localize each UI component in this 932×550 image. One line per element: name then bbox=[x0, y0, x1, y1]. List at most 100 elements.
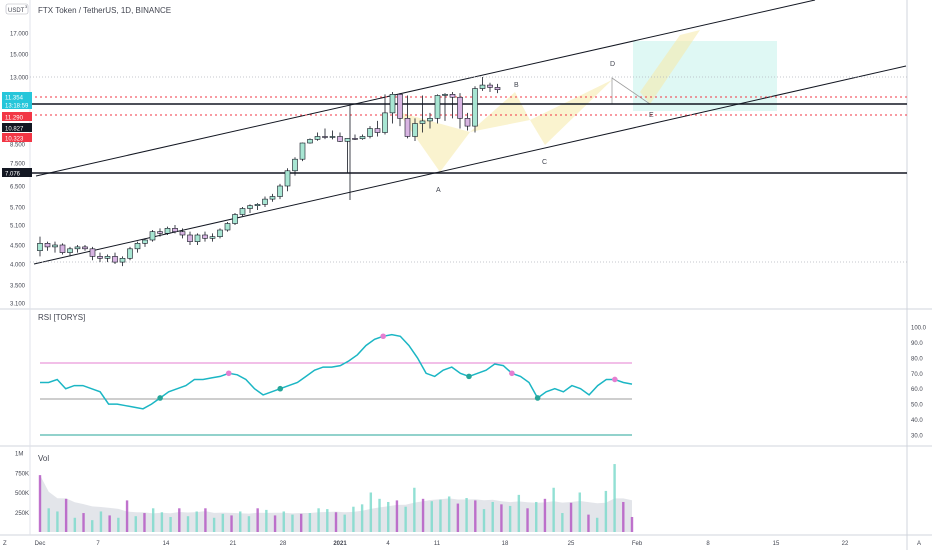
volume-bar bbox=[134, 516, 137, 532]
candle-body[interactable] bbox=[374, 128, 381, 133]
volume-bar bbox=[99, 511, 103, 532]
time-axis-corner-right[interactable]: A bbox=[917, 541, 921, 547]
candle-body[interactable] bbox=[119, 257, 126, 263]
candle-body[interactable] bbox=[479, 84, 486, 89]
candle-body[interactable] bbox=[404, 118, 411, 137]
pattern-label-b: B bbox=[514, 82, 519, 89]
channel-lower-line[interactable] bbox=[33, 65, 907, 265]
volume-bar bbox=[569, 502, 573, 532]
candle-body[interactable] bbox=[157, 231, 163, 234]
candle-body[interactable] bbox=[97, 256, 103, 259]
volume-bar bbox=[169, 516, 172, 532]
candle-body[interactable] bbox=[494, 87, 501, 90]
volume-bar bbox=[474, 500, 477, 532]
price-tag-text: 13:18:59 bbox=[5, 104, 29, 110]
volume-bar bbox=[456, 503, 460, 532]
candle-body[interactable] bbox=[52, 244, 58, 248]
candle-body[interactable] bbox=[247, 205, 253, 209]
candle-body[interactable] bbox=[59, 244, 66, 253]
volume-bar bbox=[186, 516, 190, 532]
candle-body[interactable] bbox=[74, 246, 81, 250]
candle-body[interactable] bbox=[397, 94, 403, 119]
candle-body[interactable] bbox=[104, 256, 111, 259]
candle-body[interactable] bbox=[232, 214, 238, 224]
volume-bar bbox=[73, 517, 77, 532]
candle-body[interactable] bbox=[337, 136, 343, 142]
candle-body[interactable] bbox=[344, 138, 351, 142]
candle-body[interactable] bbox=[464, 118, 471, 127]
candle-body[interactable] bbox=[44, 243, 51, 248]
channel-upper-line[interactable] bbox=[35, 0, 816, 177]
volume-bar bbox=[535, 501, 538, 532]
candle-body[interactable] bbox=[37, 243, 43, 251]
price-tag-text: 10.827 bbox=[5, 127, 24, 133]
candle-body[interactable] bbox=[419, 120, 426, 124]
candle-body[interactable] bbox=[187, 234, 193, 242]
symbol-badge[interactable] bbox=[5, 3, 29, 15]
candle-body[interactable] bbox=[89, 248, 96, 257]
candle-body[interactable] bbox=[359, 136, 366, 140]
candle-body[interactable] bbox=[487, 84, 493, 88]
candle-body[interactable] bbox=[82, 246, 88, 250]
candle-body[interactable] bbox=[442, 94, 448, 96]
time-tick-label: 7 bbox=[96, 541, 100, 547]
volume-bar bbox=[291, 514, 294, 532]
volume-bar bbox=[308, 513, 312, 532]
candle-body[interactable] bbox=[172, 228, 178, 232]
candle-body[interactable] bbox=[472, 88, 478, 127]
candle-body[interactable] bbox=[262, 198, 268, 205]
candle-body[interactable] bbox=[179, 231, 186, 236]
volume-bar bbox=[247, 516, 251, 532]
pattern-shade-ab bbox=[470, 92, 530, 132]
candle-body[interactable] bbox=[457, 96, 463, 119]
price-tag-bg bbox=[2, 100, 32, 109]
candle-body[interactable] bbox=[314, 136, 321, 140]
volume-bar bbox=[204, 508, 207, 532]
candle-body[interactable] bbox=[352, 138, 358, 140]
time-axis[interactable]: Dec 7 14 21 28 2021 4 11 18 25 Feb 8 15 22 bbox=[35, 541, 849, 547]
candle-body[interactable] bbox=[284, 170, 291, 187]
candle-body[interactable] bbox=[194, 234, 201, 242]
candle-body[interactable] bbox=[292, 158, 298, 172]
candle-body[interactable] bbox=[239, 208, 246, 215]
candle-body[interactable] bbox=[269, 196, 276, 200]
volume-tick-label: 500K bbox=[15, 491, 29, 497]
candle-body[interactable] bbox=[449, 94, 456, 98]
candle-body[interactable] bbox=[127, 248, 133, 259]
candle-body[interactable] bbox=[112, 256, 118, 263]
price-axis[interactable]: 17.000 15.000 13.000 11.354 13:18:59 11.290 10… bbox=[2, 32, 32, 308]
candle-body[interactable] bbox=[254, 204, 261, 206]
candle-body[interactable] bbox=[434, 95, 441, 119]
candle-body[interactable] bbox=[329, 136, 336, 138]
candle-body[interactable] bbox=[322, 136, 328, 138]
candle-body[interactable] bbox=[164, 228, 171, 234]
volume-label: Vol bbox=[38, 454, 49, 463]
candle-body[interactable] bbox=[307, 139, 313, 144]
candle-body[interactable] bbox=[149, 231, 156, 241]
candle-body[interactable] bbox=[209, 236, 216, 239]
candle-body[interactable] bbox=[412, 123, 418, 137]
price-tick-label: 4.000 bbox=[10, 263, 26, 269]
volume-bar bbox=[125, 500, 129, 532]
candle-body[interactable] bbox=[427, 118, 433, 122]
candle-body[interactable] bbox=[202, 234, 208, 239]
price-tick-label: 5.100 bbox=[10, 224, 26, 230]
candle-body[interactable] bbox=[367, 128, 373, 137]
volume-bar bbox=[282, 511, 285, 532]
time-tick-label: Feb bbox=[632, 541, 643, 547]
time-tick-label: 18 bbox=[502, 541, 509, 547]
candle-body[interactable] bbox=[224, 223, 231, 231]
candle-body[interactable] bbox=[142, 239, 148, 244]
candle-body[interactable] bbox=[299, 142, 306, 160]
candle-body[interactable] bbox=[277, 185, 283, 197]
candle-body[interactable] bbox=[389, 94, 396, 114]
candle-body[interactable] bbox=[67, 248, 73, 253]
candle-body[interactable] bbox=[134, 243, 141, 250]
volume-bar bbox=[212, 517, 216, 532]
candle-body[interactable] bbox=[217, 229, 223, 237]
price-tag-text: 11.290 bbox=[5, 116, 24, 122]
candle-body[interactable] bbox=[382, 112, 388, 133]
time-axis-corner-left[interactable]: Z bbox=[3, 541, 7, 547]
volume-bar bbox=[56, 511, 59, 532]
